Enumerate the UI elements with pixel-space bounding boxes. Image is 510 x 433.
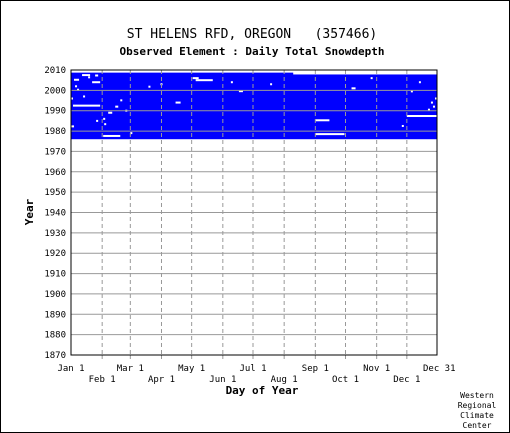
- missing-segment-4: [74, 78, 80, 81]
- y-tick-label-1940: 1940: [44, 209, 66, 219]
- x-tick-label-mar-1: Mar 1: [117, 364, 144, 374]
- missing-dot-0: [77, 88, 80, 91]
- chart-subtitle: Observed Element : Daily Total Snowdepth: [120, 45, 385, 58]
- missing-segment-16: [230, 81, 233, 84]
- data-layer: [71, 70, 437, 140]
- x-tick-label-apr-1: Apr 1: [148, 375, 175, 385]
- missing-segment-0: [71, 70, 437, 73]
- grid-layer: [71, 70, 437, 359]
- plot-border: [70, 69, 438, 356]
- missing-segment-18: [315, 119, 330, 122]
- missing-dot-11: [432, 105, 435, 108]
- y-tick-label-1990: 1990: [44, 107, 66, 117]
- x-axis-label: Day of Year: [226, 384, 299, 397]
- missing-segment-7: [95, 74, 99, 77]
- missing-dot-16: [75, 85, 78, 88]
- x-tick-label-oct-1: Oct 1: [332, 375, 359, 385]
- missing-dot-12: [434, 97, 437, 100]
- missing-segment-13: [175, 101, 181, 104]
- x-tick-label-feb-1: Feb 1: [89, 375, 116, 385]
- missing-segment-6: [82, 74, 91, 77]
- missing-dot-3: [96, 119, 99, 122]
- x-tick-label-jun-1: Jun 1: [209, 375, 236, 385]
- missing-dot-1: [88, 76, 91, 79]
- x-tick-label-jul-1: Jul 1: [239, 364, 266, 374]
- missing-segment-8: [115, 105, 119, 108]
- missing-segment-5: [92, 81, 101, 84]
- missing-segment-14: [195, 79, 213, 82]
- x-tick-label-jan-1: Jan 1: [57, 364, 84, 374]
- missing-dot-15: [71, 97, 74, 100]
- missing-segment-12: [148, 85, 151, 88]
- y-tick-label-2000: 2000: [44, 86, 66, 96]
- y-tick-layer: 2010 2000 1990 1980 1970 1960 1950 1940 1930 1920…: [44, 66, 66, 361]
- y-tick-label-1880: 1880: [44, 331, 66, 341]
- y-tick-label-2010: 2010: [44, 66, 66, 76]
- missing-segment-22: [427, 108, 430, 111]
- missing-segment-21: [401, 124, 404, 127]
- y-tick-label-1980: 1980: [44, 127, 66, 137]
- y-tick-label-1920: 1920: [44, 249, 66, 259]
- missing-segment-17: [293, 72, 437, 75]
- x-tick-label-sep-1: Sep 1: [302, 364, 329, 374]
- y-tick-label-1890: 1890: [44, 310, 66, 320]
- credit-line-3: Climate: [460, 411, 494, 420]
- x-tick-label-aug-1: Aug 1: [271, 375, 298, 385]
- missing-segment-19: [315, 133, 345, 136]
- observed-data-block: [71, 71, 437, 140]
- missing-dot-9: [410, 90, 413, 93]
- missing-segment-3: [103, 134, 121, 137]
- y-tick-label-1900: 1900: [44, 290, 66, 300]
- y-tick-label-1910: 1910: [44, 270, 66, 280]
- x-tick-label-nov-1: Nov 1: [363, 364, 390, 374]
- y-tick-label-1950: 1950: [44, 188, 66, 198]
- missing-dot-14: [130, 132, 133, 135]
- credit-line-4: Center: [463, 421, 492, 430]
- missing-segment-1: [73, 104, 101, 107]
- missing-segment-23: [351, 87, 356, 90]
- missing-dot-13: [418, 81, 421, 84]
- y-tick-label-1870: 1870: [44, 351, 66, 361]
- y-tick-label-1970: 1970: [44, 147, 66, 157]
- y-tick-label-1930: 1930: [44, 229, 66, 239]
- x-tick-layer: Jan 1 Mar 1 May 1 Jul 1 Sep 1 Nov 1 Dec 31 Feb …: [57, 364, 455, 385]
- missing-dot-10: [430, 101, 433, 104]
- missing-segment-24: [238, 90, 243, 93]
- missing-segment-15: [192, 77, 199, 80]
- missing-segment-9: [108, 111, 113, 114]
- y-tick-label-1960: 1960: [44, 168, 66, 178]
- missing-dot-7: [270, 83, 273, 86]
- missing-segment-2: [71, 125, 75, 128]
- missing-dot-5: [120, 99, 123, 102]
- chart-title: ST HELENS RFD, OREGON (357466): [127, 27, 377, 42]
- credit-line-1: Western: [460, 391, 494, 400]
- credit-line-2: Regional: [458, 401, 497, 410]
- x-tick-label-dec-1: Dec 1: [393, 375, 420, 385]
- missing-dot-4: [104, 123, 107, 126]
- missing-dot-8: [370, 77, 373, 80]
- x-tick-label-dec-31: Dec 31: [423, 364, 456, 374]
- missing-segment-20: [406, 115, 437, 118]
- missing-dot-2: [83, 95, 86, 98]
- missing-segment-10: [103, 117, 106, 120]
- y-axis-label: Year: [23, 198, 36, 225]
- x-tick-label-may-1: May 1: [178, 364, 205, 374]
